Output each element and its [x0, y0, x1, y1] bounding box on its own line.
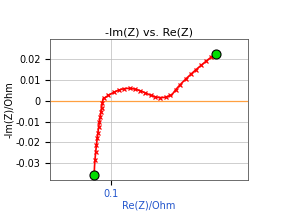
Y-axis label: -Im(Z)/Ohm: -Im(Z)/Ohm	[4, 81, 14, 138]
Title: -Im(Z) vs. Re(Z): -Im(Z) vs. Re(Z)	[105, 28, 193, 38]
X-axis label: Re(Z)/Ohm: Re(Z)/Ohm	[122, 201, 176, 211]
